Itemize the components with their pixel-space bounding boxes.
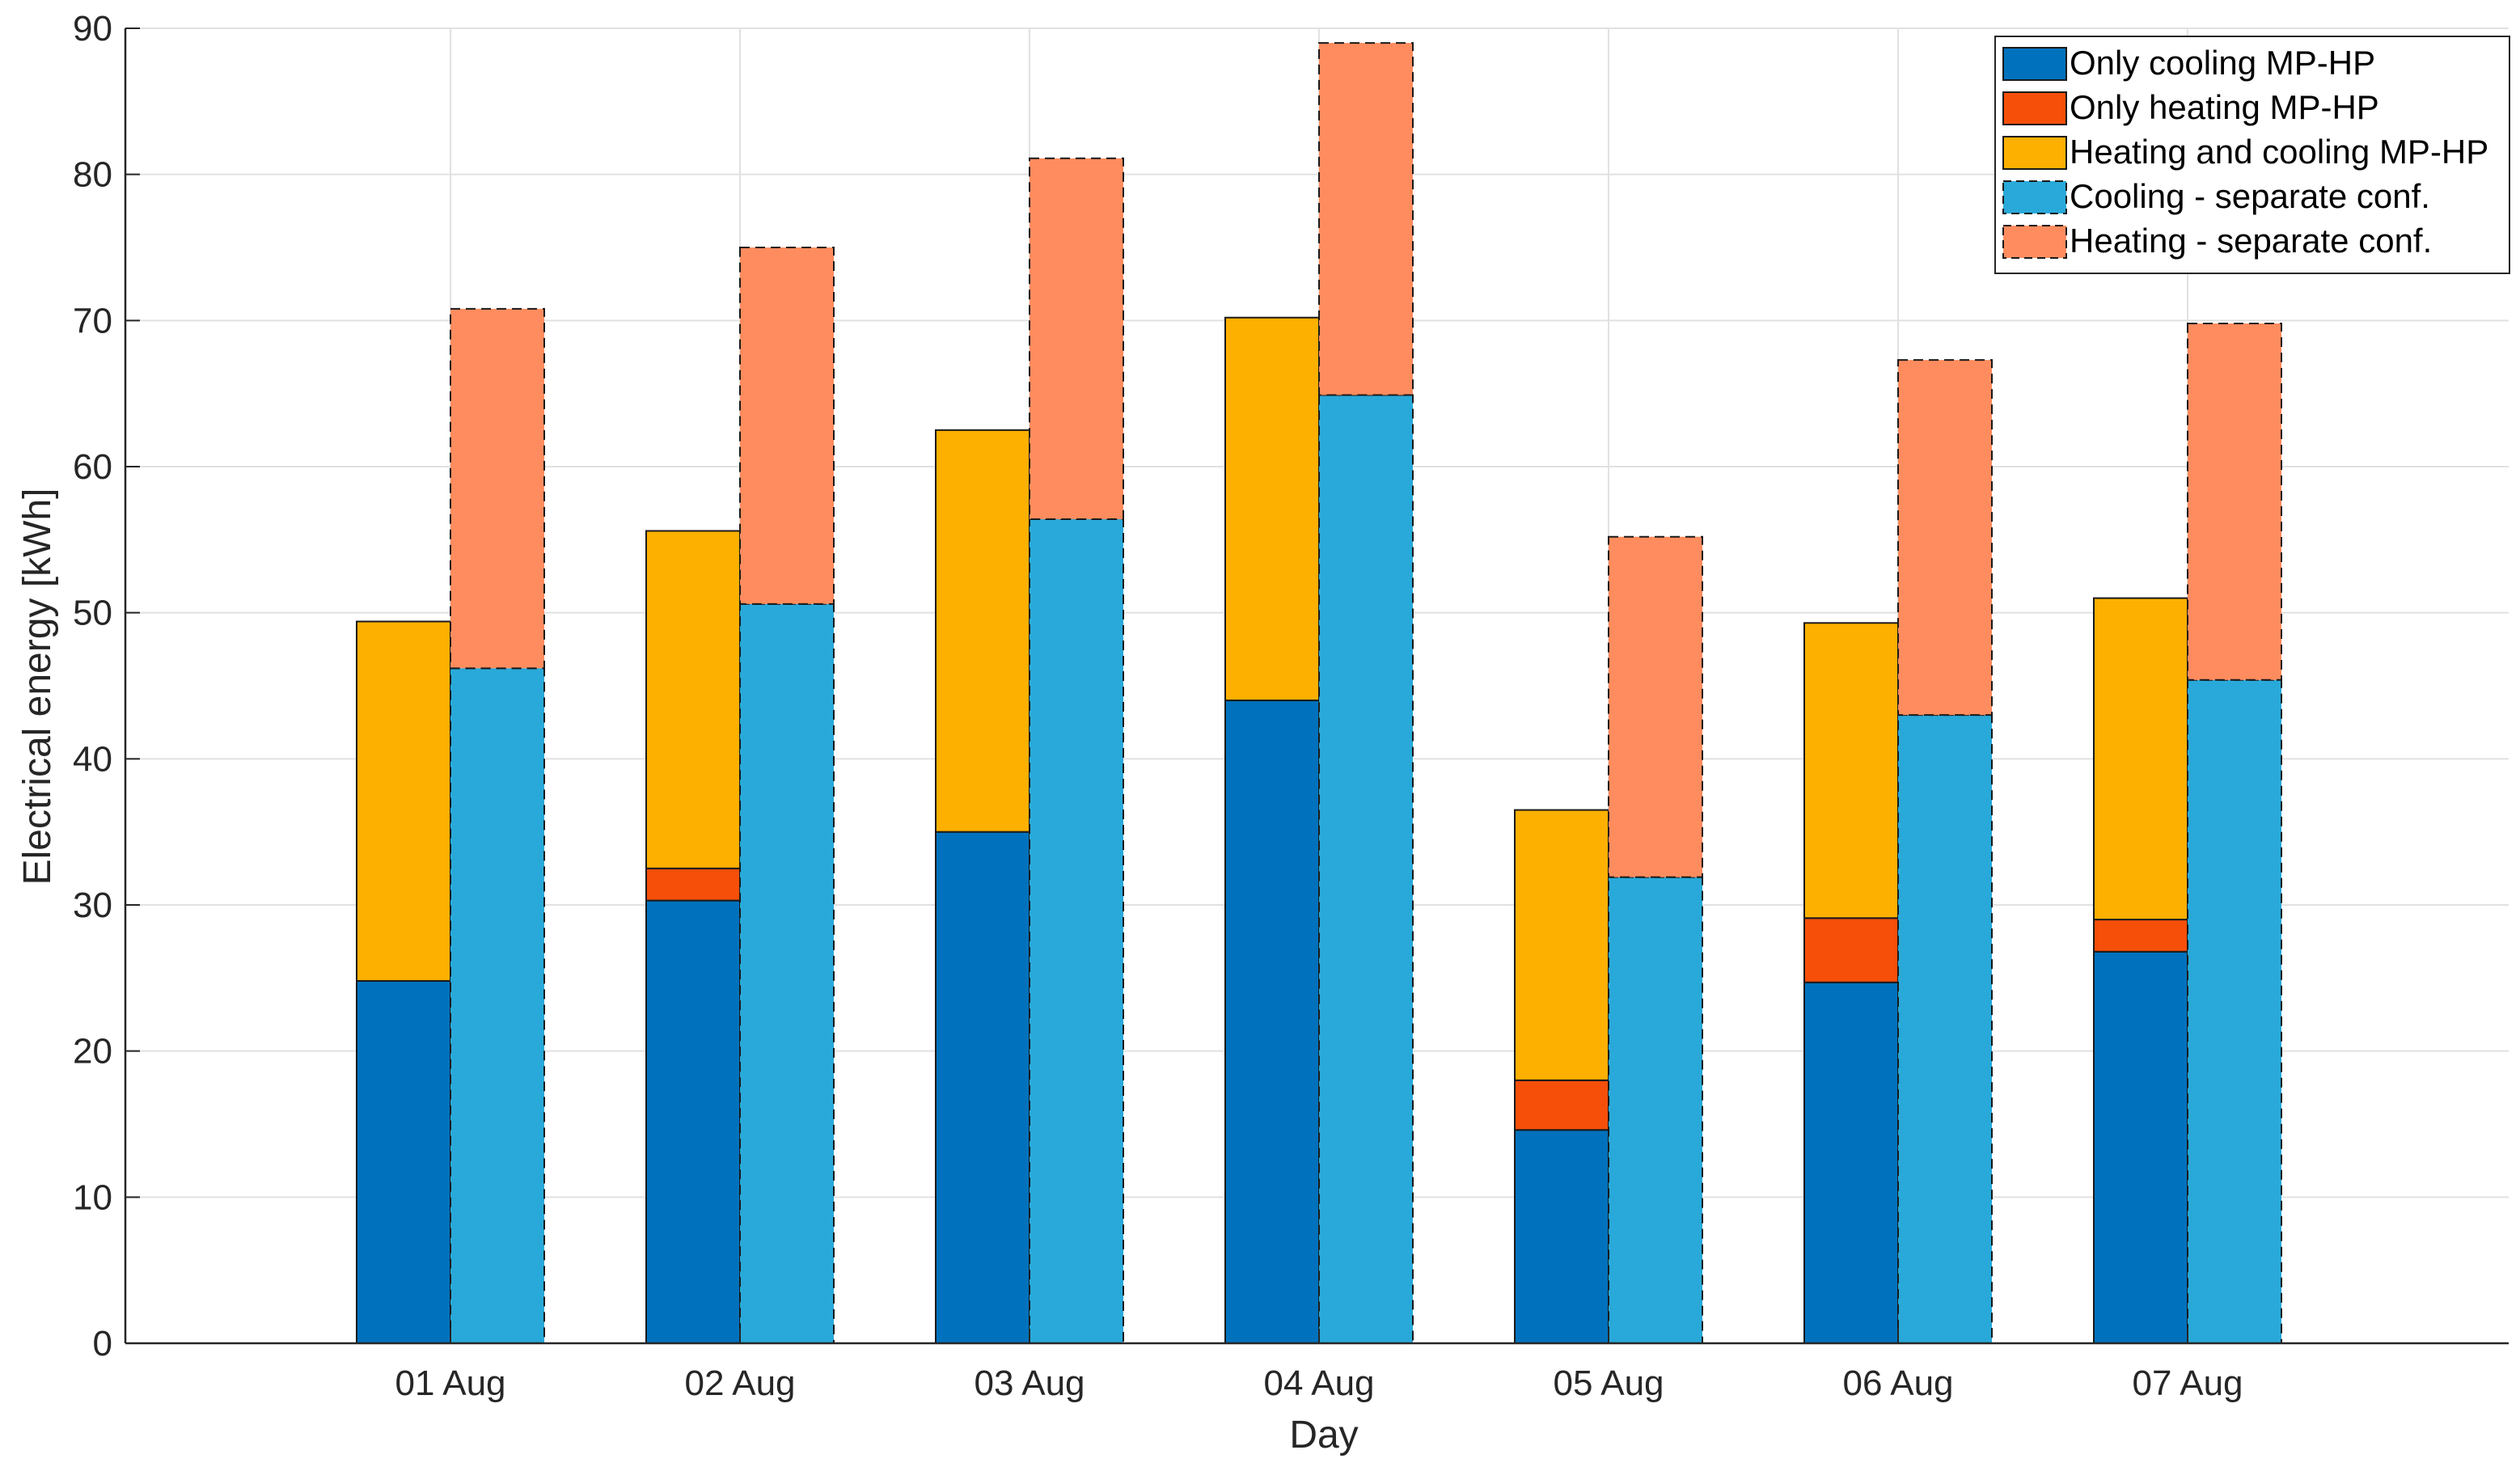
x-tick-label: 07 Aug [2132, 1363, 2243, 1403]
y-tick-label: 70 [73, 301, 112, 340]
x-axis-title: Day [1289, 1414, 1358, 1456]
legend-label: Cooling - separate conf. [2070, 177, 2430, 215]
bar-segment [2093, 597, 2188, 921]
bar-segment [1897, 714, 1993, 1344]
bars [356, 42, 2282, 1345]
legend-swatch [2002, 180, 2067, 214]
legend-swatch [2002, 136, 2067, 170]
bar-segment [1803, 622, 1899, 920]
bar-segment [645, 867, 741, 902]
bar-segment [1803, 981, 1899, 1344]
bar-segment [2187, 322, 2282, 681]
bar-segment [1514, 1079, 1609, 1131]
bar-segment [1608, 535, 1703, 878]
bar-segment [645, 899, 741, 1344]
bar-segment [739, 247, 835, 605]
bar-segment [1514, 1129, 1609, 1345]
y-tick-label: 40 [73, 739, 112, 779]
y-tick-label: 10 [73, 1177, 112, 1217]
bar-segment [2093, 919, 2188, 953]
bar-segment [935, 429, 1030, 833]
legend-label: Only heating MP-HP [2070, 88, 2379, 126]
x-tick-label: 05 Aug [1553, 1363, 1664, 1403]
bar-segment [645, 530, 741, 869]
bar-segment [450, 307, 545, 670]
y-tick-label: 80 [73, 155, 112, 195]
bar-segment [1029, 157, 1124, 521]
y-tick-label: 0 [93, 1324, 112, 1363]
bar-segment [2093, 950, 2188, 1345]
y-tick-label: 50 [73, 594, 112, 633]
tick-labels: 0 10 20 30 40 50 60 70 80 90 01 Aug 02 Aug 03 Aug 04 … [73, 9, 2243, 1403]
bar-segment [1029, 518, 1124, 1344]
axes [124, 27, 2509, 1345]
bar-segment [2187, 679, 2282, 1344]
y-tick-label: 20 [73, 1032, 112, 1072]
legend-swatch [2002, 47, 2067, 81]
legend-swatch [2002, 91, 2067, 125]
x-tick-label: 04 Aug [1263, 1363, 1374, 1403]
legend-label: Only cooling MP-HP [2070, 44, 2375, 82]
legend-label: Heating - separate conf. [2070, 222, 2432, 260]
x-tick-label: 02 Aug [684, 1363, 795, 1403]
bar-segment [1224, 316, 1320, 702]
y-tick-label: 30 [73, 886, 112, 925]
legend-swatch [2002, 225, 2067, 259]
y-tick-label: 90 [73, 9, 112, 49]
bar-segment [356, 620, 451, 982]
bar-segment [356, 979, 451, 1344]
bar-segment [1608, 876, 1703, 1344]
bar-segment [935, 831, 1030, 1344]
bar-segment [1897, 359, 1993, 717]
bar-segment [450, 667, 545, 1344]
bar-segment [1803, 917, 1899, 983]
legend: Only cooling MP-HP Only heating MP-HP Heat… [1994, 36, 2510, 274]
bar-segment [739, 602, 835, 1344]
x-tick-label: 03 Aug [974, 1363, 1085, 1403]
legend-label: Heating and cooling MP-HP [2070, 133, 2488, 171]
bar-segment [1318, 394, 1414, 1344]
bar-segment [1318, 42, 1414, 396]
bar-segment [1514, 809, 1609, 1081]
legend-box [1994, 36, 2510, 274]
x-tick-label: 06 Aug [1842, 1363, 1953, 1403]
bar-segment [1224, 700, 1320, 1344]
y-tick-label: 60 [73, 447, 112, 487]
x-tick-label: 01 Aug [395, 1363, 505, 1403]
y-axis-title: Electrical energy [kWh] [16, 488, 59, 886]
